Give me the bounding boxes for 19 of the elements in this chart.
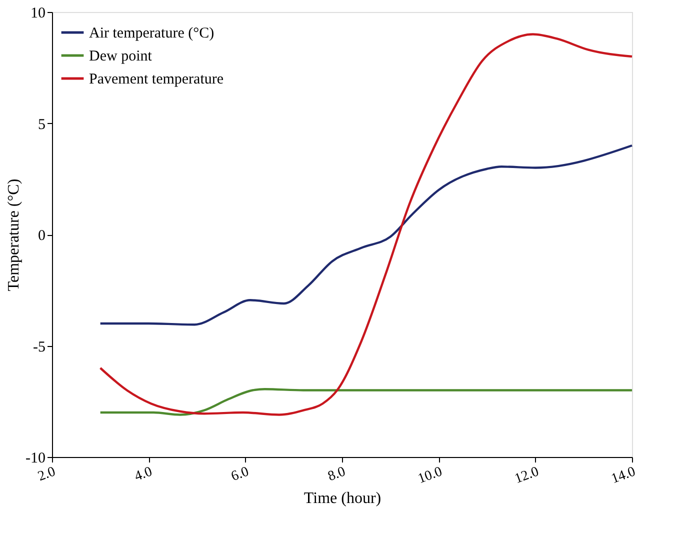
x-tick-label: 6.0: [229, 464, 251, 485]
legend-label: Pavement temperature: [89, 72, 224, 88]
legend-label: Dew point: [89, 48, 153, 64]
y-axis-title: Temperature (°C): [6, 178, 23, 292]
y-tick-label: 10: [30, 6, 46, 22]
x-tick-label: 4.0: [132, 464, 154, 485]
legend-label: Air temperature (°C): [89, 26, 214, 42]
y-tick-label: -10: [26, 450, 46, 466]
y-tick-label: 5: [38, 116, 46, 133]
line-series: [99, 388, 634, 416]
x-tick-label: 12.0: [512, 464, 541, 487]
x-axis-title: Time (hour): [304, 490, 382, 508]
x-tick-label: 10.0: [416, 464, 444, 487]
x-tick-label: 2.0: [36, 464, 58, 485]
line-series: [99, 144, 634, 326]
x-tick-label: 8.0: [326, 464, 348, 485]
y-tick-label: 0: [38, 228, 46, 244]
x-tick-label: 14.0: [609, 464, 638, 487]
y-tick-label: -5: [33, 339, 46, 356]
